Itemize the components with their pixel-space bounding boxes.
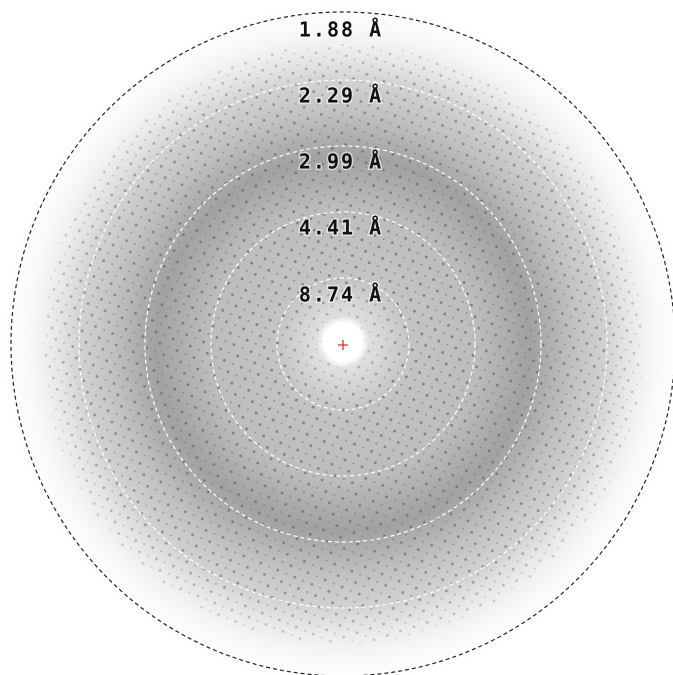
ring-label: 4.41 Å bbox=[299, 216, 383, 240]
ring-label: 2.29 Å bbox=[299, 84, 383, 108]
ring-label: 8.74 Å bbox=[299, 283, 383, 307]
ring-label: 1.88 Å bbox=[299, 18, 383, 42]
ring-label: 2.99 Å bbox=[299, 150, 383, 174]
page: 1.88 Å 2.29 Å 2.99 Å 4.41 Å 8.74 Å (() =… bbox=[0, 0, 673, 675]
diffraction-image: 1.88 Å 2.29 Å 2.99 Å 4.41 Å 8.74 Å bbox=[0, 0, 673, 675]
